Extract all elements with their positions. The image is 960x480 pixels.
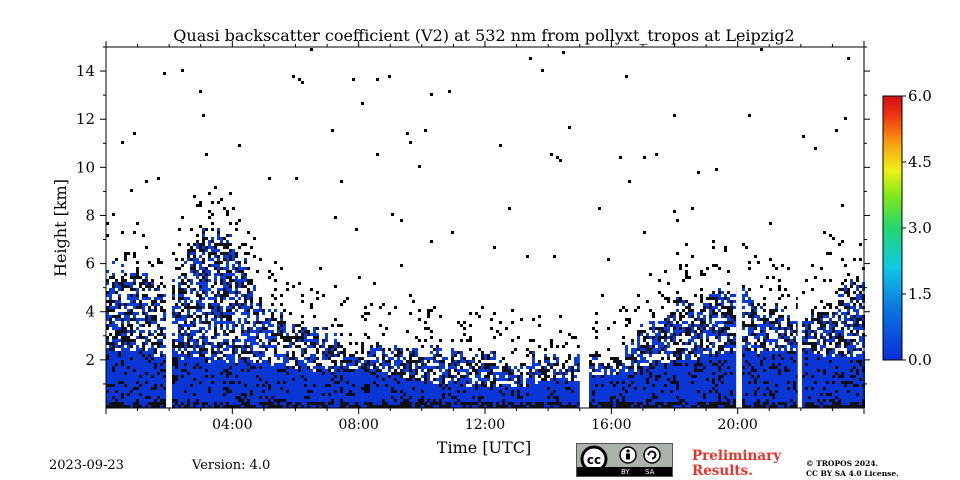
colorbar: 0.0 1.5 3.0 4.5 6.0: [882, 87, 932, 369]
y-tick-label: 12: [76, 110, 95, 128]
data-gap: [579, 47, 583, 408]
data-gap: [797, 47, 801, 408]
colorbar-tick-label: 1.5: [908, 285, 932, 303]
x-tick-label: 12:00: [465, 417, 505, 433]
y-axis-label: Height [km]: [51, 179, 70, 277]
colorbar-tick-label: 6.0: [908, 87, 932, 105]
chart-title: Quasi backscatter coefficient (V2) at 53…: [173, 26, 794, 45]
preliminary-results-note: Preliminary Results.: [692, 449, 781, 479]
cc-license-badge: cc BY SA: [576, 443, 673, 477]
y-tick-label: 2: [85, 351, 95, 369]
y-tick-label: 14: [76, 62, 95, 80]
copyright-note: © TROPOS 2024. CC BY SA 4.0 License.: [806, 459, 899, 479]
x-tick-label: 08:00: [338, 417, 378, 433]
y-tick-label: 4: [85, 303, 95, 321]
preliminary-line-1: Preliminary: [692, 448, 782, 464]
y-tick-label: 8: [85, 206, 95, 224]
y-tick-label: 6: [85, 255, 95, 273]
data-gap: [736, 47, 740, 408]
copyright-line-2: CC BY SA 4.0 License.: [806, 469, 899, 478]
colorbar-tick-label: 0.0: [908, 351, 932, 369]
date-label: 2023-09-23: [49, 458, 124, 473]
x-tick-label: 20:00: [717, 417, 757, 433]
license-by-label: BY: [621, 468, 630, 476]
x-tick-label: 04:00: [212, 417, 252, 433]
y-tick-label: 10: [76, 158, 95, 176]
data-gap: [166, 47, 170, 408]
copyright-line-1: © TROPOS 2024.: [806, 459, 879, 468]
colorbar-tick-label: 3.0: [908, 219, 932, 237]
backscatter-heatmap: [106, 47, 865, 408]
x-tick-label: 16:00: [591, 417, 631, 433]
colorbar-tick-label: 4.5: [908, 153, 932, 171]
y-axis: 2 4 6 8 10 12 14: [76, 46, 870, 385]
plot-area: [105, 46, 865, 409]
license-sa-label: SA: [645, 468, 655, 476]
preliminary-line-2: Results.: [692, 463, 753, 479]
x-axis: 04:00 08:00 12:00 16:00 20:00: [105, 41, 865, 433]
data-gap: [582, 47, 586, 408]
x-axis-label: Time [UTC]: [437, 438, 531, 457]
version-label: Version: 4.0: [192, 458, 271, 473]
share-alike-icon: [643, 446, 661, 464]
colorbar-gradient: [882, 95, 903, 361]
